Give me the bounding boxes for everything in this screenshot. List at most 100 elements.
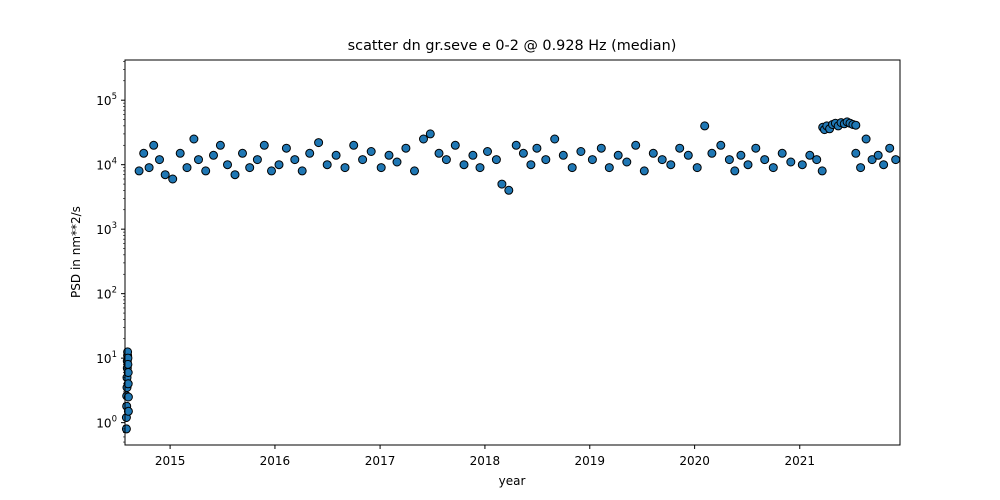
x-tick-label: 2018 [470,454,501,468]
data-point [743,160,753,170]
data-point [245,163,255,173]
x-axis: 2015 2016 2017 2018 2019 2020 2021 [155,445,815,468]
data-point [209,150,218,160]
data-point [155,155,164,165]
data-point [805,150,815,160]
y-tick-label: 103 [96,221,117,237]
data-point [885,143,895,153]
points-layer [121,117,901,434]
data-point [259,140,269,150]
data-point [267,166,276,176]
data-point [459,160,469,170]
data-point [692,163,702,173]
data-point [511,140,521,150]
data-point [817,166,827,176]
data-point [666,160,676,170]
data-point [322,160,332,170]
data-point [392,157,402,167]
data-point [851,120,861,130]
data-point [497,179,507,189]
chart-title: scatter dn gr.seve e 0-2 @ 0.928 Hz (med… [348,38,677,54]
data-point [730,166,740,176]
data-point [491,155,501,165]
data-point [768,163,778,173]
data-point [281,143,291,153]
plot-frame [124,59,901,446]
data-point [297,166,307,176]
data-point [550,134,560,144]
data-point [657,155,667,165]
data-point [182,163,192,173]
data-point [518,148,528,158]
y-tick-label: 100 [96,415,117,431]
x-tick-label: 2016 [260,454,291,468]
data-point [252,155,262,165]
data-point [230,170,240,180]
data-point [879,160,889,170]
data-point [777,148,787,158]
data-point [567,163,577,173]
y-tick-label: 105 [96,92,117,108]
data-point [596,143,606,153]
data-point [760,155,770,165]
data-point [797,160,807,170]
y-axis: 100 101 102 103 104 105 [96,61,125,443]
data-point [123,406,133,416]
data-point [121,424,131,434]
x-tick-label: 2017 [365,454,396,468]
data-point [425,129,435,139]
data-point [891,155,901,165]
data-point [851,148,861,158]
data-point [340,163,350,173]
data-point [736,150,746,160]
y-tick-label: 104 [96,157,117,173]
data-point [160,170,170,180]
data-point [144,163,154,173]
data-point [201,166,211,176]
data-point [604,163,614,173]
x-tick-label: 2019 [574,454,605,468]
data-point [475,163,485,173]
data-point [526,160,536,170]
data-point [376,163,386,173]
data-point [700,121,710,131]
data-point [707,148,717,158]
y-axis-label: PSD in nm**2/s [69,206,83,298]
data-point [873,150,883,160]
data-point [613,150,623,160]
data-point [867,155,877,165]
data-point [223,160,232,170]
data-point [558,150,568,160]
data-point [349,140,359,150]
data-point [587,155,597,165]
data-point [139,148,149,158]
data-point [541,155,551,165]
data-point [716,140,726,150]
data-point [434,148,444,158]
data-point [274,160,284,170]
data-point [331,150,341,160]
data-point [576,147,586,156]
data-point [786,157,796,167]
x-tick-label: 2021 [784,454,815,468]
data-point [648,148,658,158]
data-point [384,150,394,160]
data-point [419,134,428,144]
data-point [168,174,178,184]
data-point [123,392,133,402]
data-point [631,140,641,150]
data-point [175,148,185,158]
data-point [149,140,159,150]
x-axis-label: year [499,474,526,488]
data-point [194,155,203,165]
data-point [751,143,761,153]
data-point [358,155,368,165]
data-point [305,148,315,158]
data-point [639,166,649,176]
data-point [532,143,542,153]
data-point [622,157,632,167]
y-tick-label: 101 [96,350,117,366]
data-point [856,163,866,173]
data-point [238,148,247,158]
data-point [314,138,324,148]
